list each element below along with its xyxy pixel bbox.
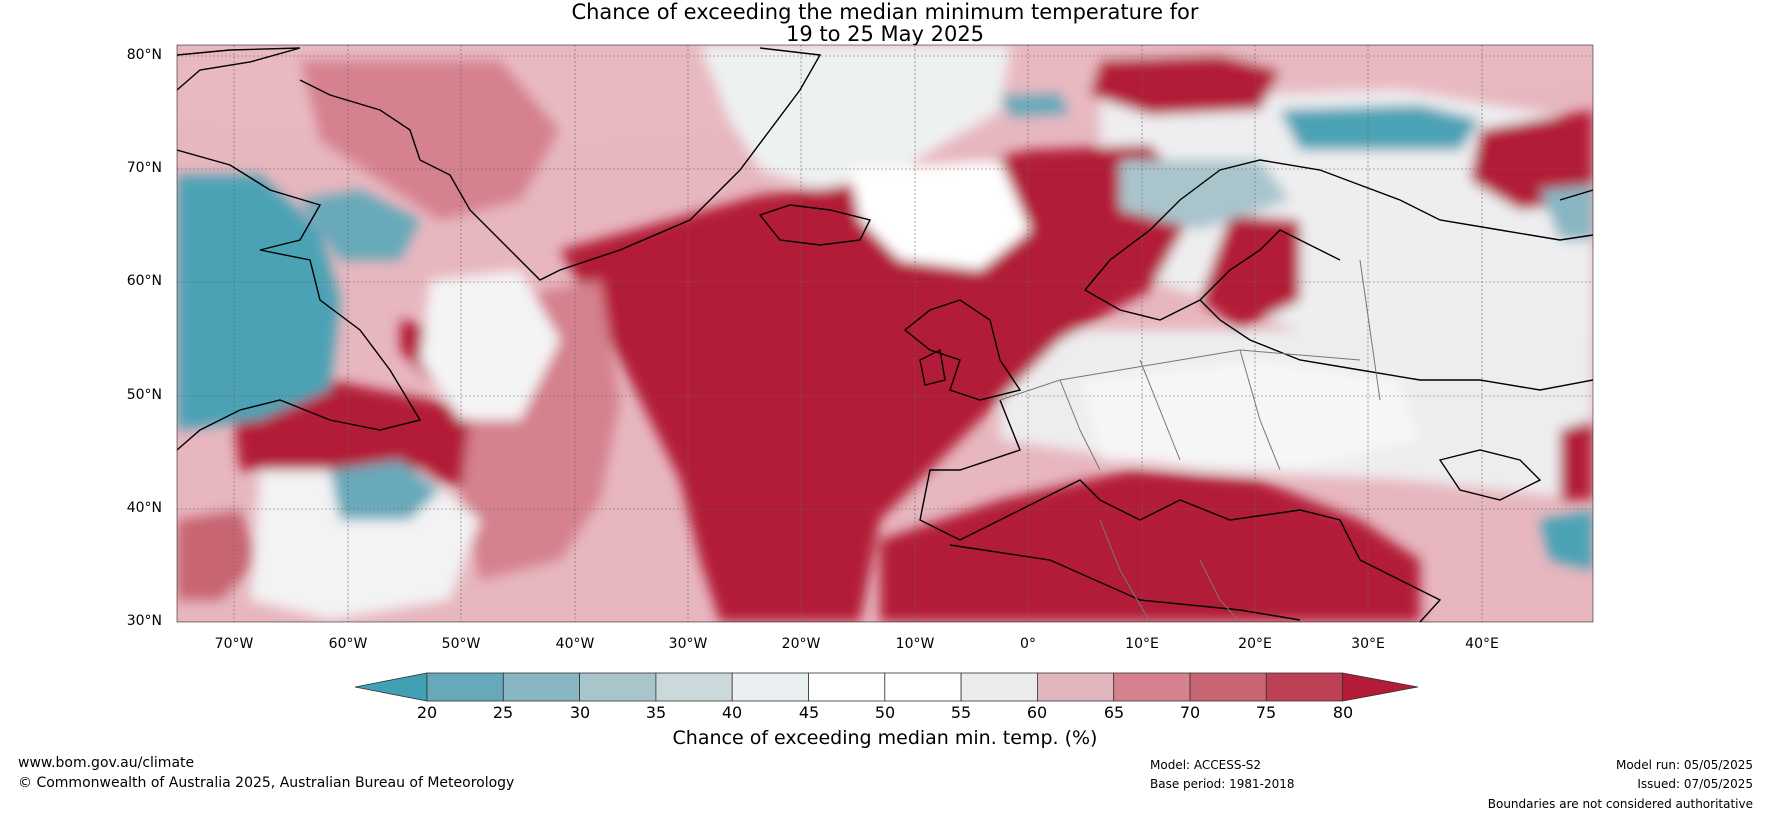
colorbar-tick: 25 (492, 703, 514, 722)
graticule (177, 45, 1593, 622)
lon-label-40e: 40°E (1465, 636, 1499, 652)
map-panel (177, 45, 1593, 622)
lon-label-40w: 40°W (555, 636, 595, 652)
colorbar-tick: 75 (1255, 703, 1277, 722)
footer-model: Model: ACCESS-S2 (1150, 758, 1262, 772)
colorbar-segment (426, 672, 504, 702)
lat-label-40n: 40°N (126, 500, 162, 516)
colorbar-segment (731, 672, 809, 702)
colorbar-segment (1265, 672, 1344, 702)
colorbar-segment (1189, 672, 1267, 702)
lat-label-70n: 70°N (126, 160, 162, 176)
colorbar-tick: 20 (416, 703, 438, 722)
lat-label-80n: 80°N (126, 47, 162, 63)
colorbar-tick: 45 (798, 703, 820, 722)
colorbar-tick: 65 (1103, 703, 1125, 722)
footer-issued: Issued: 07/05/2025 (1637, 777, 1753, 791)
colorbar-tick: 55 (950, 703, 972, 722)
map-title-line2: 19 to 25 May 2025 (785, 22, 985, 46)
probability-fields (177, 45, 1593, 622)
colorbar-segment (960, 672, 1038, 702)
lon-label-20e: 20°E (1238, 636, 1272, 652)
lon-label-50w: 50°W (441, 636, 481, 652)
colorbar-segment (1037, 672, 1115, 702)
colorbar-tick: 30 (569, 703, 591, 722)
lon-label-30w: 30°W (668, 636, 708, 652)
colorbar-segment (1113, 672, 1191, 702)
footer-model-run: Model run: 05/05/2025 (1615, 758, 1753, 772)
colorbar-tick: 40 (721, 703, 743, 722)
country-borders (999, 259, 1381, 622)
lon-label-20w: 20°W (781, 636, 821, 652)
lat-label-50n: 50°N (126, 387, 162, 403)
lon-label-10w: 10°W (895, 636, 935, 652)
lat-label-30n: 30°N (126, 613, 162, 629)
footer-copyright: © Commonwealth of Australia 2025, Austra… (18, 775, 515, 791)
colorbar-title: Chance of exceeding median min. temp. (%… (672, 727, 1098, 749)
colorbar-segment (579, 672, 657, 702)
colorbar-tick: 70 (1179, 703, 1201, 722)
footer-base-period: Base period: 1981-2018 (1150, 777, 1295, 791)
colorbar-segment (808, 672, 886, 702)
coastlines (177, 47, 1593, 622)
colorbar-tick: 80 (1332, 703, 1354, 722)
lon-label-60w: 60°W (328, 636, 368, 652)
lon-label-30e: 30°E (1351, 636, 1385, 652)
colorbar-tick: 50 (874, 703, 896, 722)
map-title-line1: Chance of exceeding the median minimum t… (571, 0, 1199, 24)
footer-disclaimer: Boundaries are not considered authoritat… (1487, 797, 1753, 811)
colorbar-segment (655, 672, 733, 702)
colorbar-tick: 35 (645, 703, 667, 722)
colorbar-tick: 60 (1026, 703, 1048, 722)
lon-label-0: 0° (1020, 636, 1036, 652)
footer-website-link[interactable]: www.bom.gov.au/climate (18, 755, 195, 771)
colorbar-extend-high (1342, 672, 1419, 702)
colorbar-segment (884, 672, 962, 702)
lon-label-70w: 70°W (214, 636, 254, 652)
colorbar (354, 672, 1419, 702)
lat-label-60n: 60°N (126, 273, 162, 289)
colorbar-extend-low (354, 672, 428, 702)
lon-label-10e: 10°E (1125, 636, 1159, 652)
colorbar-segment (502, 672, 580, 702)
